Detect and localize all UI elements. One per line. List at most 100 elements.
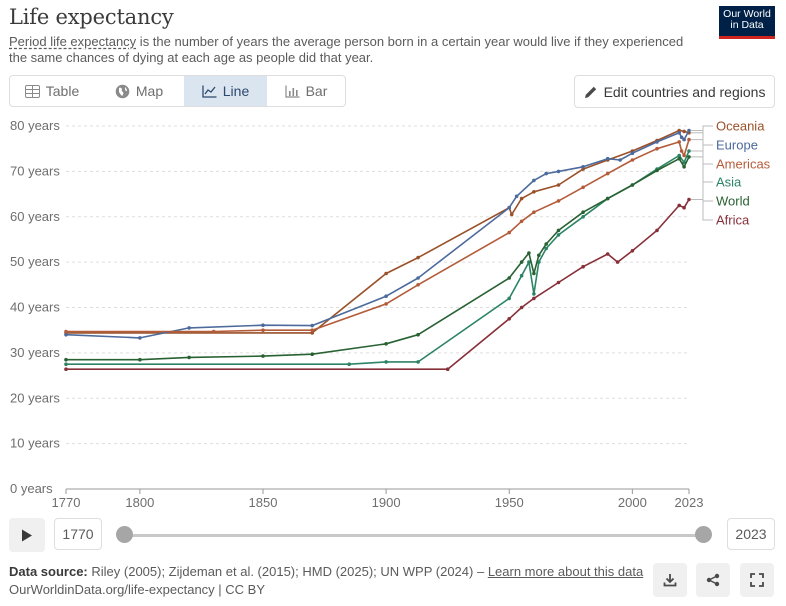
x-tick-label: 1770 — [52, 495, 81, 510]
data-point — [682, 137, 686, 142]
data-point — [581, 185, 585, 190]
data-source: Data source: Riley (2005); Zijdeman et a… — [9, 564, 643, 579]
tab-line-label: Line — [222, 83, 250, 99]
data-point — [677, 156, 681, 161]
data-point — [682, 165, 686, 169]
download-button[interactable] — [653, 563, 687, 597]
legend-label-asia: Asia — [716, 175, 742, 190]
x-tick-label: 1800 — [125, 495, 154, 510]
data-point — [655, 168, 659, 173]
data-point — [384, 342, 388, 346]
timeline-end-year[interactable]: 2023 — [727, 518, 775, 550]
y-tick-label: 80 years — [10, 118, 60, 133]
tab-map[interactable]: Map — [94, 76, 184, 106]
data-point — [682, 205, 686, 210]
data-point — [416, 360, 420, 364]
legend-label-africa: Africa — [716, 213, 750, 228]
tab-bar[interactable]: Bar — [267, 76, 345, 106]
data-point — [679, 149, 684, 153]
data-point — [138, 357, 142, 362]
data-point — [211, 329, 216, 334]
data-point — [416, 276, 420, 280]
data-point — [581, 215, 585, 219]
y-tick-label: 40 years — [10, 300, 60, 315]
series-oceania: Oceania — [64, 119, 765, 335]
series-europe: Europe — [64, 128, 758, 340]
data-point — [556, 228, 561, 233]
data-point — [630, 151, 635, 155]
data-point — [605, 171, 610, 176]
timeline-track[interactable] — [124, 534, 704, 537]
series-africa: Africa — [64, 197, 750, 372]
data-point — [687, 128, 691, 133]
series-line-world — [66, 156, 690, 361]
data-point — [556, 233, 561, 237]
data-point — [581, 165, 585, 169]
data-point — [514, 194, 519, 199]
data-point — [544, 242, 548, 246]
data-point — [677, 153, 681, 158]
subtitle-link[interactable]: Period life expectancy — [9, 34, 137, 49]
data-point — [655, 228, 659, 233]
y-tick-label: 10 years — [10, 436, 60, 451]
legend-connector — [691, 199, 713, 221]
data-point — [384, 271, 388, 276]
chart-title: Life expectancy — [9, 5, 174, 29]
data-point — [537, 253, 541, 258]
legend-label-oceania: Oceania — [716, 119, 765, 134]
series-world: World — [64, 155, 750, 362]
timeline-start-handle[interactable] — [116, 526, 133, 543]
data-point — [261, 323, 265, 328]
learn-more-link[interactable]: Learn more about this data — [487, 564, 644, 579]
data-point — [519, 219, 524, 224]
fullscreen-button[interactable] — [740, 563, 774, 597]
data-point — [384, 294, 388, 299]
data-point — [556, 183, 561, 187]
pencil-icon — [584, 86, 596, 98]
data-point — [384, 302, 388, 306]
data-point — [261, 354, 265, 358]
data-point — [687, 149, 691, 153]
data-point — [416, 332, 420, 337]
tab-line[interactable]: Line — [184, 76, 267, 106]
table-icon — [24, 84, 40, 98]
data-point — [682, 153, 686, 158]
series-line-americas — [66, 139, 690, 333]
data-point — [532, 271, 536, 276]
data-point — [556, 169, 561, 174]
edit-countries-button[interactable]: Edit countries and regions — [574, 75, 775, 108]
data-point — [64, 367, 68, 372]
fullscreen-icon — [750, 573, 764, 587]
timeline-start-year[interactable]: 1770 — [54, 518, 102, 550]
owid-logo[interactable]: Our World in Data — [719, 6, 775, 39]
y-tick-label: 70 years — [10, 163, 60, 178]
data-point — [445, 367, 450, 372]
data-point — [138, 336, 142, 340]
legend-connector — [691, 139, 713, 165]
data-point — [347, 362, 352, 367]
data-point — [679, 135, 684, 140]
data-point — [187, 326, 191, 330]
data-point — [556, 280, 561, 285]
tab-table[interactable]: Table — [10, 76, 94, 106]
data-point — [682, 129, 686, 134]
series-line-oceania — [66, 129, 690, 334]
subtitle-text: is the number of years the average perso… — [9, 34, 684, 65]
data-point — [605, 156, 610, 161]
y-tick-label: 60 years — [10, 209, 60, 224]
y-tick-label: 20 years — [10, 390, 60, 405]
data-point — [677, 203, 681, 208]
data-point — [64, 362, 68, 367]
data-point — [519, 273, 524, 278]
chart-url[interactable]: OurWorldinData.org/life-expectancy | CC … — [9, 582, 266, 597]
timeline-end-handle[interactable] — [695, 526, 712, 543]
play-button[interactable] — [9, 518, 45, 552]
data-point — [532, 296, 536, 301]
data-point — [532, 292, 536, 296]
share-button[interactable] — [696, 563, 730, 597]
legend-connector — [691, 150, 713, 183]
data-point — [310, 323, 315, 328]
data-point — [615, 260, 620, 264]
x-tick-label: 1900 — [372, 495, 401, 510]
data-source-label: Data source: — [9, 564, 88, 579]
